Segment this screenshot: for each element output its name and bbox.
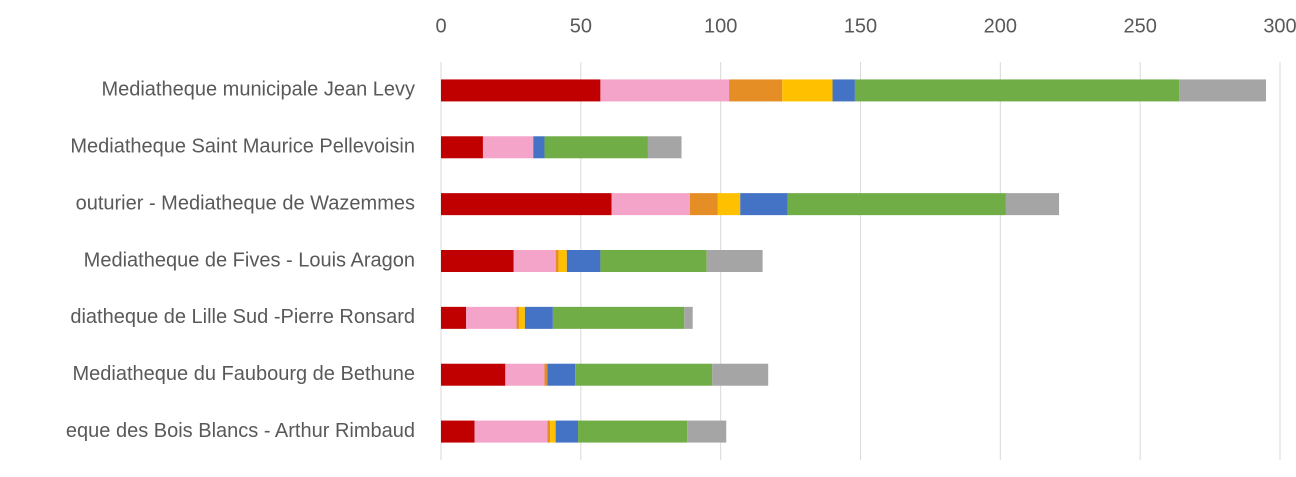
bar-segment: [558, 250, 567, 272]
bar-segment: [854, 79, 1180, 102]
bar-segment: [441, 193, 612, 216]
bar-segment: [513, 250, 556, 272]
bar-segment: [441, 250, 514, 272]
bar-segment: [555, 250, 559, 272]
x-tick-label: 200: [984, 15, 1017, 37]
bar-segment: [566, 250, 601, 272]
bar-segment: [516, 306, 520, 329]
bar-segment: [717, 193, 741, 216]
bar-segment: [441, 136, 483, 159]
bar-segment: [550, 420, 556, 443]
bar-segment: [706, 250, 763, 272]
category-label: Mediatheque du Faubourg de Bethune: [73, 363, 416, 385]
x-tick-label: 100: [704, 15, 737, 37]
bar-segment: [524, 306, 553, 329]
bar-segment: [552, 306, 685, 329]
bar-segment: [575, 363, 713, 386]
x-tick-label: 0: [435, 15, 446, 37]
category-label: Mediatheque de Fives - Louis Aragon: [84, 249, 415, 271]
x-tick-label: 250: [1123, 15, 1156, 37]
bar-segment: [482, 136, 534, 159]
bar-segment: [1179, 79, 1267, 102]
bar-segment: [505, 363, 545, 386]
category-label: diatheque de Lille Sud -Pierre Ronsard: [70, 306, 415, 328]
category-label: Mediatheque Saint Maurice Pellevoisin: [70, 136, 415, 158]
bar-segment: [519, 306, 525, 329]
category-label: eque des Bois Blancs - Arthur Rimbaud: [66, 420, 415, 442]
bar-segment: [647, 136, 682, 159]
bar-segment: [544, 363, 548, 386]
bar-segment: [787, 193, 1006, 216]
bar-segment: [684, 306, 693, 329]
bar-segment: [578, 420, 688, 443]
bar-segment: [687, 420, 727, 443]
bar-segment: [782, 79, 833, 102]
bar-segment: [689, 193, 718, 216]
x-tick-label: 300: [1263, 15, 1296, 37]
bar-segment: [740, 193, 788, 216]
category-label: Mediatheque municipale Jean Levy: [101, 79, 415, 101]
bar-segment: [600, 79, 730, 102]
bar-segment: [729, 79, 783, 102]
bar-segment: [555, 420, 579, 443]
bar-segment: [441, 363, 506, 386]
bar-segment: [547, 420, 551, 443]
bar-segment: [474, 420, 548, 443]
bar-segment: [441, 420, 475, 443]
bar-segment: [600, 250, 707, 272]
bar-segment: [533, 136, 545, 159]
bar-segment: [544, 136, 648, 159]
bar-segment: [441, 306, 467, 329]
bar-segment: [466, 306, 517, 329]
bar-segment: [611, 193, 690, 216]
x-tick-label: 50: [570, 15, 592, 37]
bar-segment: [547, 363, 576, 386]
bar-segment: [1005, 193, 1060, 216]
bar-segment: [712, 363, 769, 386]
bar-segment: [832, 79, 855, 102]
bar-segment: [441, 79, 601, 102]
x-tick-label: 150: [844, 15, 877, 37]
category-label: outurier - Mediatheque de Wazemmes: [76, 192, 415, 214]
